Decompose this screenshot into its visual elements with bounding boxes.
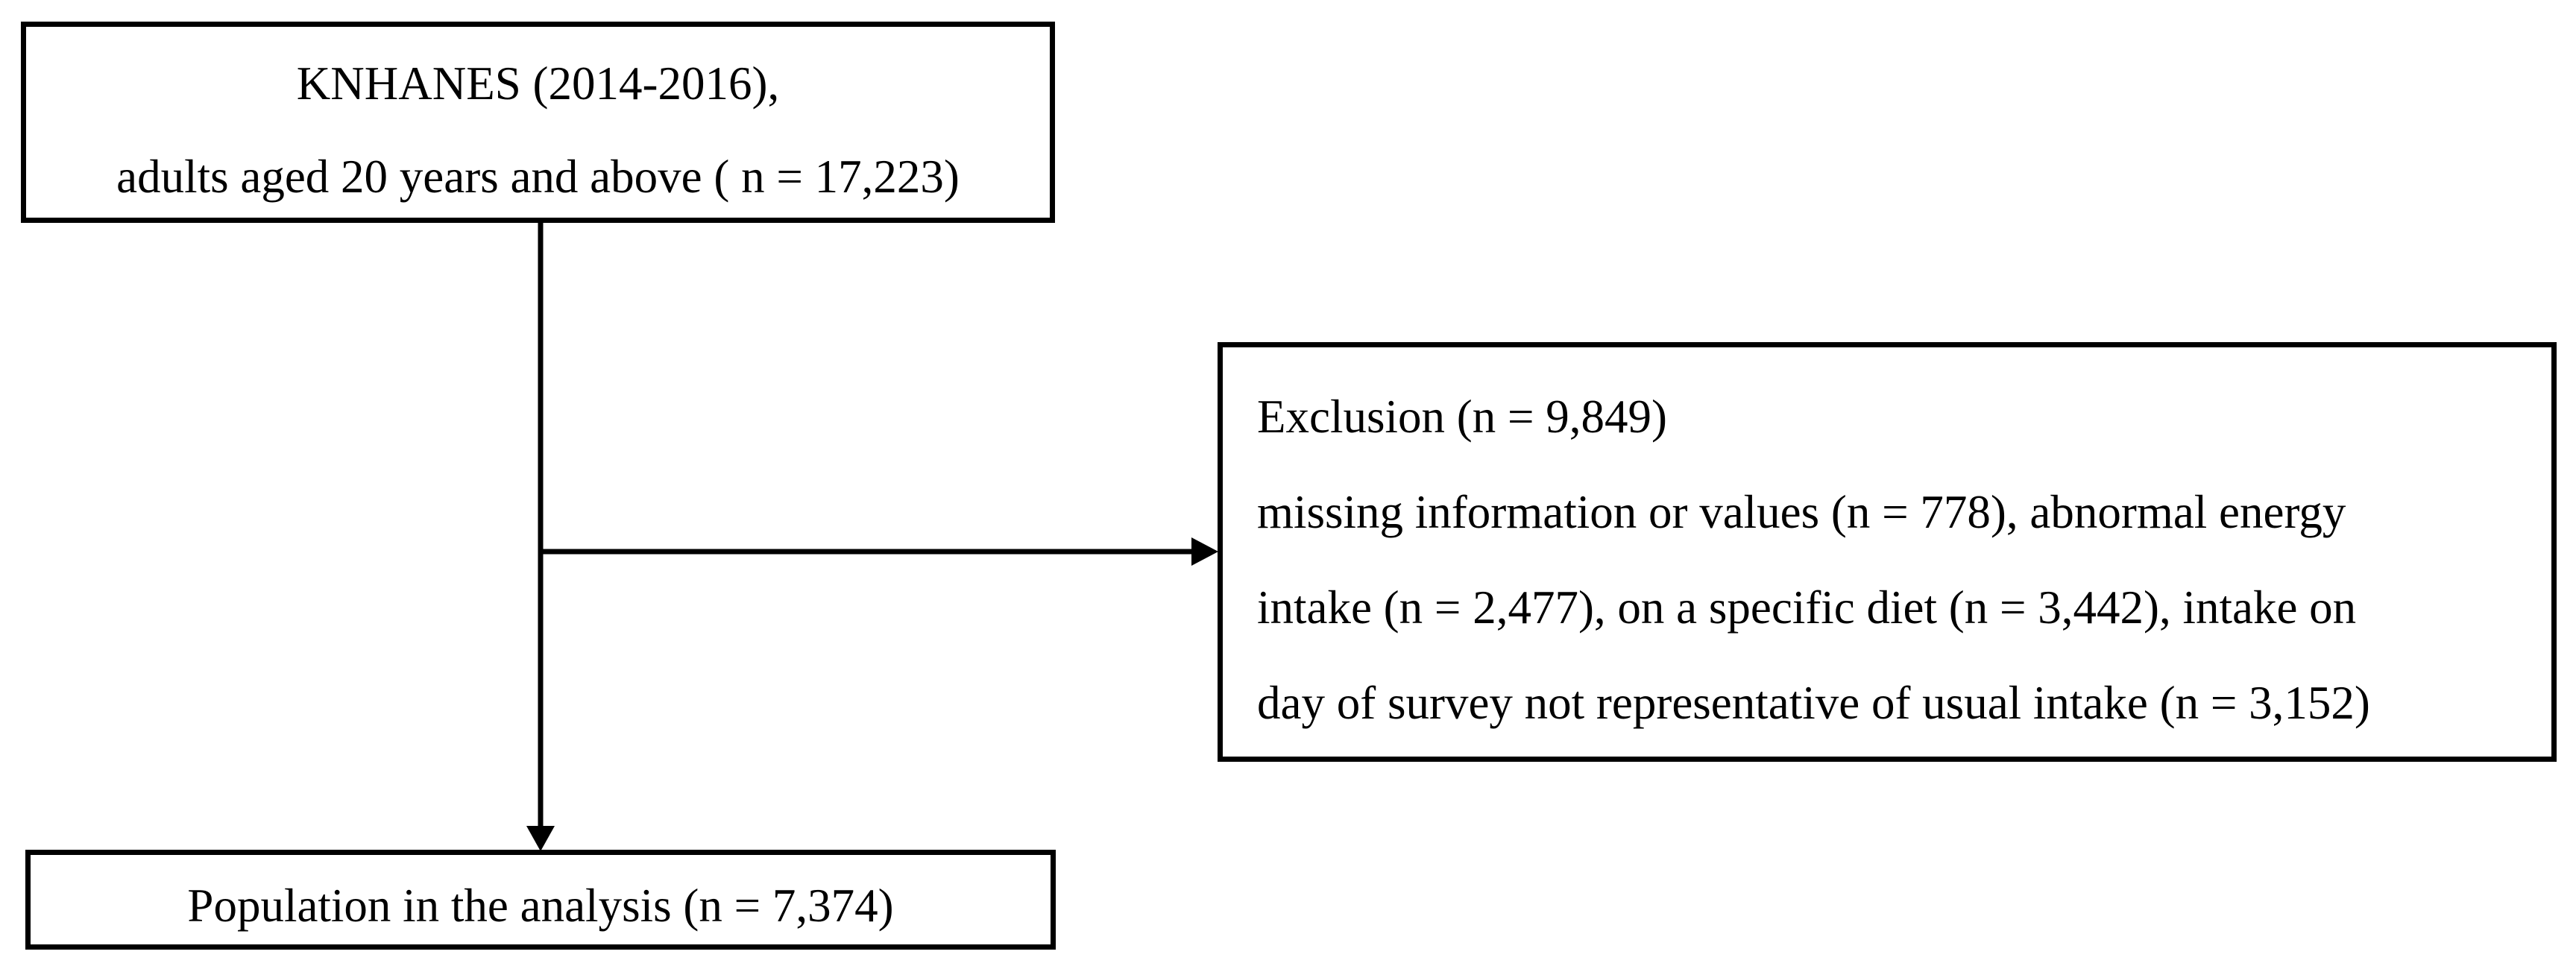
analysis-population-box: Population in the analysis (n = 7,374) bbox=[25, 850, 1056, 950]
source-box-line-2: adults aged 20 years and above ( n = 17,… bbox=[116, 151, 960, 203]
exclusion-line-3: day of survey not representative of usua… bbox=[1257, 677, 2370, 729]
down-arrowhead bbox=[526, 826, 555, 851]
source-population-box: KNHANES (2014-2016), adults aged 20 year… bbox=[21, 22, 1055, 223]
exclusion-line-2: intake (n = 2,477), on a specific diet (… bbox=[1257, 581, 2357, 634]
exclusion-line-1: missing information or values (n = 778),… bbox=[1257, 486, 2346, 538]
exclusion-box: Exclusion (n = 9,849) missing informatio… bbox=[1218, 342, 2557, 762]
right-arrowhead bbox=[1191, 537, 1218, 566]
exclusion-title: Exclusion (n = 9,849) bbox=[1257, 391, 1667, 443]
analysis-population-label: Population in the analysis (n = 7,374) bbox=[187, 880, 894, 932]
source-box-line-1: KNHANES (2014-2016), bbox=[296, 57, 780, 110]
